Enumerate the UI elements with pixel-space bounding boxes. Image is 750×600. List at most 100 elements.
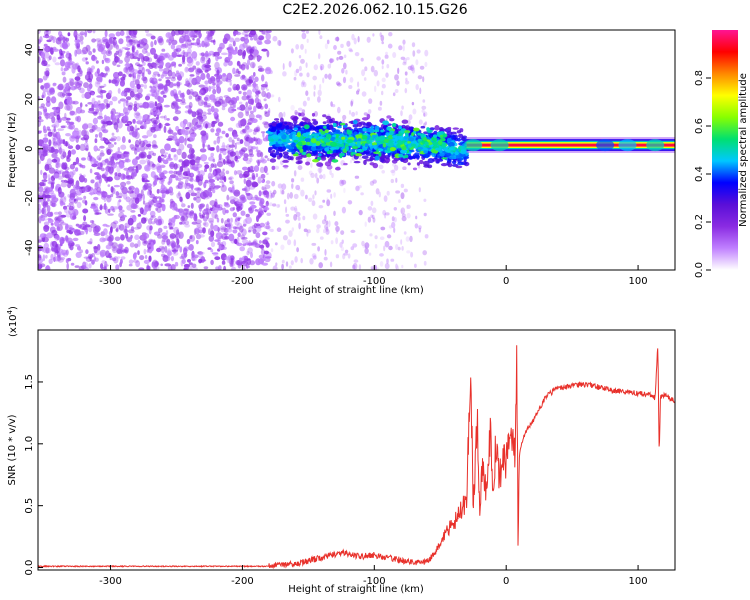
spectrogram-cell [350,100,354,107]
spectrogram-cell [111,132,115,136]
spectrogram-cell [241,95,248,101]
spectrogram-cell [153,196,159,200]
spectrogram-cell [276,123,283,128]
spectrogram-cell [168,81,174,88]
spectrogram-cell [405,77,408,82]
spectrogram-cell [348,142,355,146]
spectrogram-cell [120,144,127,150]
spectrogram-cell [88,50,93,56]
spectrogram-cell [401,264,404,269]
spectrogram-cell [457,157,464,161]
spectrogram-cell [95,212,102,215]
spectrogram-cell [98,131,103,138]
spectrogram-cell [195,76,202,83]
spectrogram-cell [87,151,91,158]
spectrogram-cell [83,215,87,222]
spectrogram-cell [165,229,169,236]
spectrogram-cell [149,210,156,217]
spectrogram-cell [391,159,398,164]
spectrogram-cell [460,149,467,155]
spectrogram-cell [69,111,75,116]
spectrogram-cell [352,146,359,150]
spectrogram-cell [257,89,261,94]
spectrogram-cell [206,53,212,57]
spectrogram-cell [421,109,425,113]
spectrogram-cell [317,89,322,97]
spectrogram-cell [363,77,367,81]
spectrogram-cell [145,158,151,163]
spectrogram-cell [209,166,213,173]
spectrogram-cell [103,98,109,104]
spectrogram-cell [65,120,70,124]
spectrogram-cell [118,224,125,231]
spectrogram-cell [297,160,303,164]
spectrogram-cell [208,85,212,92]
spectrogram-cell [237,111,244,119]
spectrogram-cell [213,51,220,57]
spectrogram-cell [143,179,150,183]
spectrogram-cell [144,30,150,34]
spectrogram-cell [313,64,318,71]
spectrogram-cell [350,229,356,233]
spectrogram-cell [410,251,414,258]
spectrogram-cell [115,264,120,270]
spectrogram-cell [123,151,130,155]
spectrogram-cell [84,148,89,151]
spectrogram-cell [442,133,448,138]
spectrogram-cell [214,256,221,261]
spectrogram-cell [317,246,320,252]
spectrogram-cell [60,67,64,72]
spectrogram-cell [319,167,322,174]
spectrogram-cell [293,214,298,221]
spectrogram-cell [217,121,224,127]
spectrogram-x-label: Height of straight line (km) [288,285,424,296]
spectrogram-cell [232,67,236,75]
spectrogram-cell [42,200,47,209]
spectrogram-cell [353,160,361,164]
spectrogram-cell [54,220,60,227]
spectrogram-cell [210,128,215,133]
snr-y-tick-label: 1.5 [24,374,35,390]
spectrogram-cell [403,231,407,235]
spectrogram-cell [216,84,220,88]
spectrogram-cell [216,69,220,75]
spectrogram-cell [189,122,194,129]
spectrogram-cell [236,206,243,211]
spectrogram-cell [66,229,71,234]
spectrogram-cell [319,35,323,40]
spectrogram-cell [200,72,206,81]
spectrogram-cell [115,195,122,199]
spectrogram-cell [406,57,410,61]
spectrogram-cell [452,127,459,130]
spectrogram-cell [88,253,93,259]
spectrogram-cell [52,137,56,143]
spectrogram-cell [204,164,210,169]
spectrogram-cell [193,213,198,222]
spectrogram-cell [389,130,394,135]
spectrogram-cell [65,225,68,231]
spectrogram-cell [118,100,121,104]
spectrogram-cell [157,83,164,90]
spectrogram-cell [263,98,267,102]
spectrogram-cell [381,90,384,96]
spectrogram-cell [261,262,268,266]
spectrogram-y-tick-label: -20 [24,190,35,206]
spectrogram-cell [393,207,397,211]
spectrogram-cell [328,220,331,228]
spectrogram-cell [434,125,440,131]
spectrogram-cell [157,227,163,233]
spectrogram-cell [618,139,637,152]
spectrogram-cell [286,192,290,200]
spectrogram-cell [99,152,105,157]
spectrogram-cell [252,131,257,135]
spectrogram-cell [207,247,212,250]
spectrogram-cell [232,40,236,47]
spectrogram-cell [386,115,392,119]
spectrogram-cell [203,104,207,108]
spectrogram-cell [437,140,443,146]
spectrogram-cell [302,215,306,221]
spectrogram-cell [125,99,129,107]
spectrogram-cell [396,80,400,86]
spectrogram-cell [204,64,212,69]
spectrogram-cell [117,172,122,177]
